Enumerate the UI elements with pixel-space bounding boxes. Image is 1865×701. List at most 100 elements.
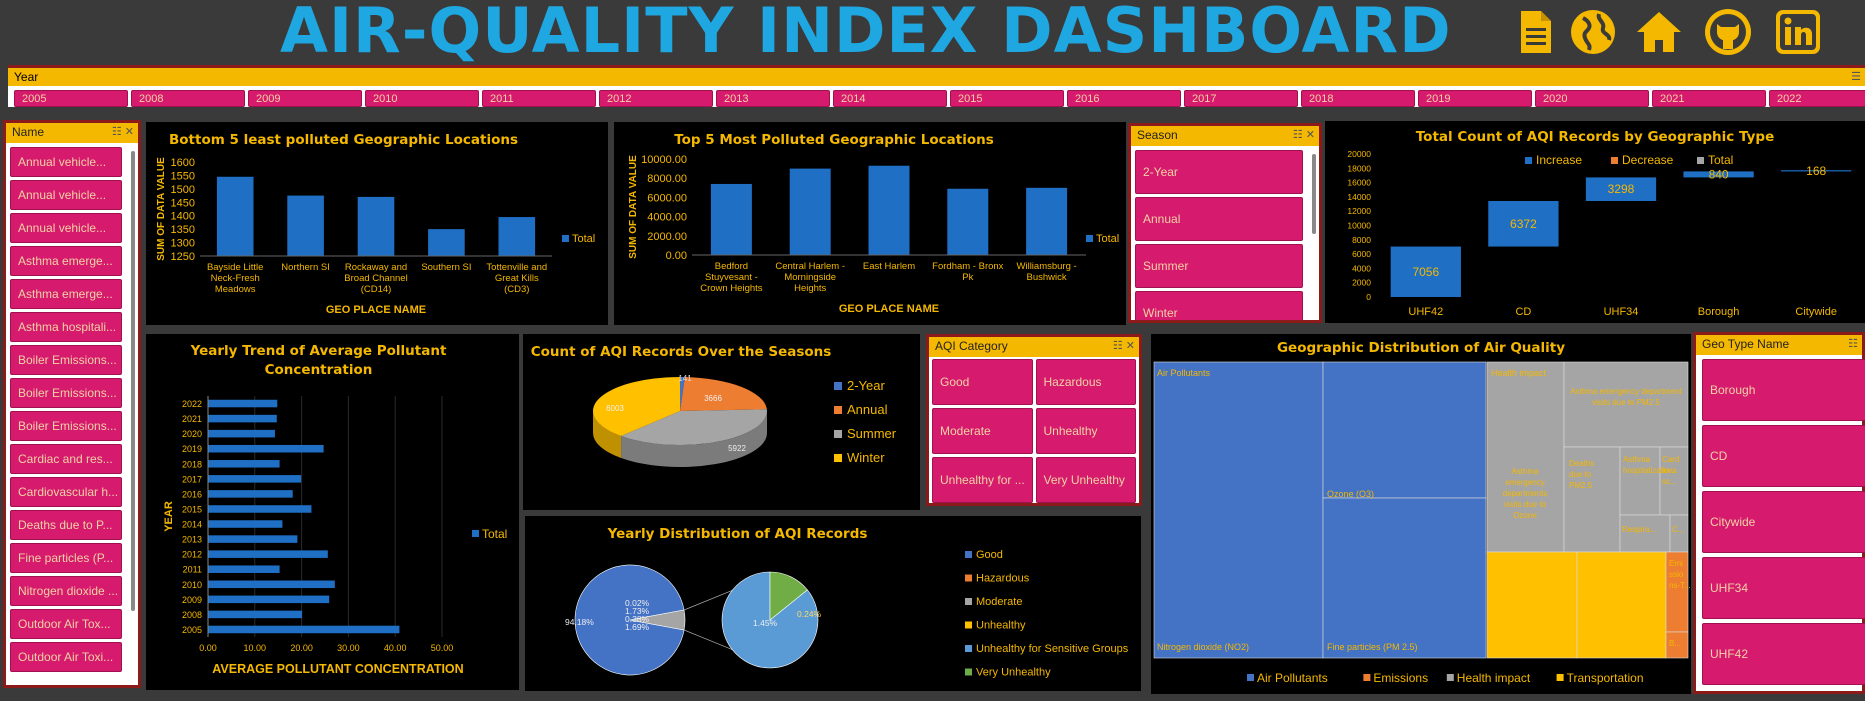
aqi-category-item[interactable]: Very Unhealthy: [1035, 457, 1136, 503]
year-item[interactable]: 2019: [1418, 90, 1532, 107]
season-item[interactable]: 2-Year: [1135, 150, 1303, 194]
name-item[interactable]: Boiler Emissions...: [10, 378, 122, 408]
name-item[interactable]: Outdoor Air Tox...: [10, 609, 122, 639]
x-tick-label: Bayside Little Neck-Fresh Meadows: [207, 262, 264, 295]
name-slicer-header: Name ☷ ✕: [6, 123, 138, 143]
season-slicer: Season ☷ ✕ 2-Year Annual Summer Winter: [1128, 123, 1322, 323]
data-label: 1.73%: [625, 606, 650, 616]
document-icon[interactable]: [1510, 5, 1560, 59]
legend-swatch: [562, 235, 569, 242]
name-item[interactable]: Fine particles (P...: [10, 543, 122, 573]
bar: [208, 444, 324, 453]
name-item[interactable]: Asthma emerge...: [10, 246, 122, 276]
bar: [1390, 246, 1461, 297]
y-tick-label: 2010: [182, 580, 202, 590]
name-item[interactable]: Annual vehicle...: [10, 147, 122, 177]
pie-slice: [680, 377, 767, 411]
year-item[interactable]: 2005: [14, 90, 128, 107]
y-tick-label: 0.00: [666, 250, 687, 262]
year-item[interactable]: 2009: [248, 90, 362, 107]
globe-icon[interactable]: [1568, 5, 1618, 59]
legend-label: Air Pollutants: [1257, 671, 1328, 685]
aqi-slicer-header: AQI Category ☷ ✕: [929, 337, 1139, 357]
scrollbar[interactable]: [131, 151, 135, 611]
year-item[interactable]: 2011: [482, 90, 596, 107]
bar: [208, 414, 277, 423]
geo-list: Borough CD Citywide UHF34 UHF42: [1702, 359, 1865, 689]
pie-slice: [629, 609, 686, 631]
year-item[interactable]: 2008: [131, 90, 245, 107]
season-item[interactable]: Annual: [1135, 197, 1303, 241]
year-item[interactable]: 2016: [1067, 90, 1181, 107]
x-tick-label: Central Harlem -Morningside Heights: [775, 261, 845, 294]
year-item[interactable]: 2017: [1184, 90, 1298, 107]
data-label: 141: [678, 374, 692, 383]
aqi-category-item[interactable]: Moderate: [932, 408, 1033, 454]
year-item[interactable]: 2022: [1769, 90, 1865, 107]
linkedin-icon[interactable]: [1773, 5, 1823, 59]
github-icon[interactable]: [1703, 5, 1753, 59]
y-tick-label: 10000: [1347, 221, 1371, 231]
name-item[interactable]: Deaths due to P...: [10, 510, 122, 540]
geotype-panel: Total Count of AQI Records by Geographic…: [1325, 121, 1865, 323]
name-item[interactable]: Asthma emerge...: [10, 279, 122, 309]
treemap-cell: [1576, 551, 1667, 659]
aqi-category-item[interactable]: Hazardous: [1035, 359, 1136, 405]
yearly-distribution-panel: Yearly Distribution of AQI Records 94.18…: [525, 516, 1141, 691]
aqi-category-item[interactable]: Unhealthy: [1035, 408, 1136, 454]
y-tick-label: 10000.00: [641, 154, 687, 166]
year-item[interactable]: 2015: [950, 90, 1064, 107]
x-tick-label: Williamsburg -Bushwick: [1017, 261, 1077, 283]
season-item[interactable]: Summer: [1135, 244, 1303, 288]
year-item[interactable]: 2018: [1301, 90, 1415, 107]
y-tick-label: 12000: [1347, 206, 1371, 216]
name-item[interactable]: Boiler Emissions...: [10, 345, 122, 375]
x-tick-label: Tottenville and Great Kills (CD3): [486, 262, 547, 295]
slicer-tools-icon[interactable]: ☷ ✕: [111, 126, 134, 138]
legend-swatch: [965, 551, 972, 558]
name-item[interactable]: Outdoor Air Toxi...: [10, 642, 122, 672]
slicer-tools-icon[interactable]: ☷: [1848, 338, 1858, 350]
bar: [208, 535, 298, 543]
name-item[interactable]: Cardiac and res...: [10, 444, 122, 474]
treemap-label: B...: [1669, 639, 1681, 648]
bottom5-panel: Bottom 5 least polluted Geographic Locat…: [146, 122, 608, 325]
year-item[interactable]: 2012: [599, 90, 713, 107]
geo-type-item[interactable]: Citywide: [1702, 491, 1865, 553]
year-item[interactable]: 2013: [716, 90, 830, 107]
name-item[interactable]: Boiler Emissions...: [10, 411, 122, 441]
legend-swatch: [965, 598, 972, 605]
name-item[interactable]: Cardiovascular h...: [10, 477, 122, 507]
yearly-trend-chart: 0.00 10.00 20.00 30.00 40.00 50.00 2022 2021 202…: [163, 396, 507, 676]
slicer-tools-icon[interactable]: ☷ ✕: [1112, 340, 1135, 352]
home-icon[interactable]: [1634, 5, 1684, 59]
name-item[interactable]: Annual vehicle...: [10, 180, 122, 210]
geo-type-item[interactable]: CD: [1702, 425, 1865, 487]
season-item[interactable]: Winter: [1135, 291, 1303, 320]
year-item[interactable]: 2014: [833, 90, 947, 107]
geo-type-item[interactable]: UHF42: [1702, 623, 1865, 685]
aqi-category-item[interactable]: Good: [932, 359, 1033, 405]
year-item[interactable]: 2021: [1652, 90, 1766, 107]
aqi-category-item[interactable]: Unhealthy for ...: [932, 457, 1033, 503]
treemap-cell: [1486, 551, 1578, 659]
y-axis-label: YEAR: [163, 501, 175, 532]
geo-type-item[interactable]: UHF34: [1702, 557, 1865, 619]
x-tick-label: Fordham - Bronx Pk: [932, 261, 1004, 283]
name-item[interactable]: Asthma hospitali...: [10, 312, 122, 342]
scrollbar[interactable]: [1312, 154, 1316, 234]
slicer-tools-icon[interactable]: ☷ ✕: [1292, 129, 1315, 141]
legend-swatch: [1086, 235, 1093, 242]
y-tick-label: 2020: [182, 429, 202, 439]
name-item[interactable]: Nitrogen dioxide ...: [10, 576, 122, 606]
year-item[interactable]: 2010: [365, 90, 479, 107]
year-item[interactable]: 2020: [1535, 90, 1649, 107]
y-tick-label: 1450: [171, 197, 195, 209]
y-tick-label: 6000: [1352, 249, 1371, 259]
geotype-chart: Increase Decrease Total2000018000160001400…: [1347, 149, 1852, 318]
legend-label: Emissions: [1373, 671, 1428, 685]
geo-type-item[interactable]: Borough: [1702, 359, 1865, 421]
multi-select-icon[interactable]: ☰: [1851, 71, 1861, 83]
name-item[interactable]: Annual vehicle...: [10, 213, 122, 243]
bar: [947, 188, 989, 255]
